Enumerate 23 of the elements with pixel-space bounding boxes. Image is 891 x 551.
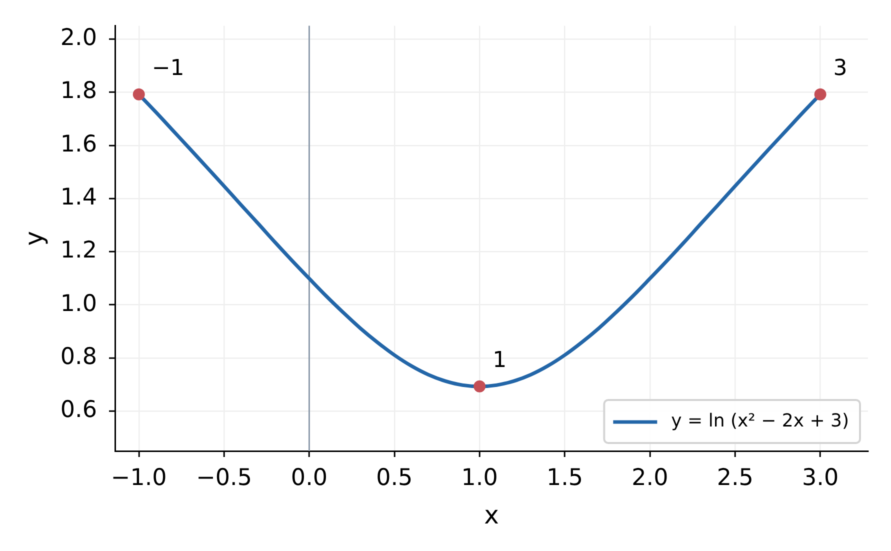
annotation: −1: [152, 56, 184, 82]
y-tick-label: 1.8: [60, 78, 97, 104]
y-tick-label: 1.6: [60, 131, 97, 158]
x-tick-label: 0.5: [376, 464, 413, 491]
x-tick-label: 2.5: [716, 464, 754, 491]
y-axis-title: y: [20, 230, 48, 246]
annotation: 3: [833, 56, 848, 82]
y-tick-label: 1.2: [60, 238, 97, 264]
x-tick-label: 1.0: [461, 464, 498, 491]
x-tick-label: 1.5: [546, 464, 584, 491]
x-tick-label: 2.0: [632, 464, 668, 491]
y-tick-label: 1.4: [60, 184, 97, 211]
y-tick-label: 2.0: [60, 25, 97, 52]
y-tick-label: 0.6: [60, 397, 97, 424]
x-axis-title: x: [484, 500, 499, 530]
x-tick-label: 0.0: [290, 464, 328, 491]
legend-label: y = ln (x² − 2x + 3): [671, 410, 850, 432]
x-tick-label: −1.0: [110, 464, 167, 491]
annotation: 1: [492, 348, 507, 374]
x-tick-label: 3.0: [802, 464, 839, 491]
y-tick-label: 0.8: [60, 344, 97, 370]
y-tick-label: 1.0: [60, 290, 97, 317]
x-tick-label: −0.5: [196, 464, 252, 491]
